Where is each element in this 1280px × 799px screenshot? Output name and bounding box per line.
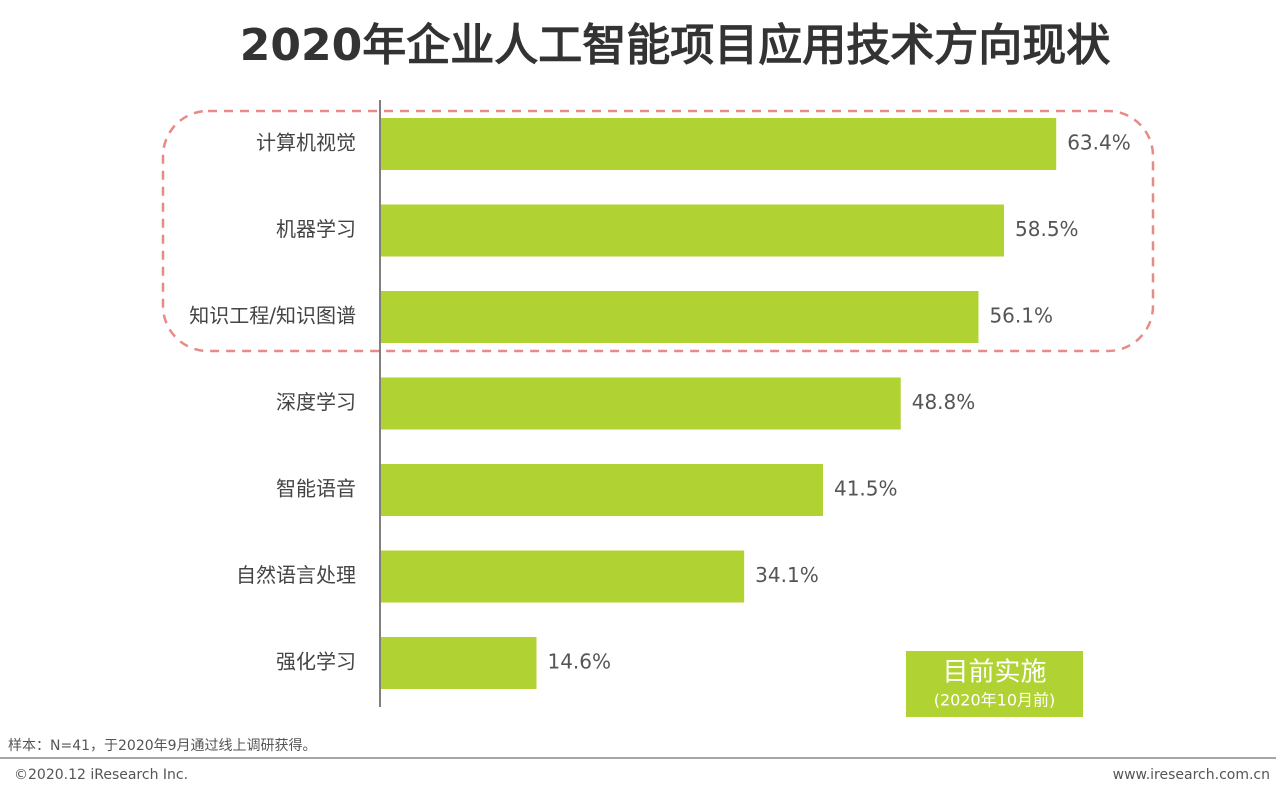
y-tick-label: 计算机视觉 — [256, 131, 356, 155]
value-label: 41.5% — [834, 477, 898, 501]
bar — [381, 118, 1057, 170]
value-label: 63.4% — [1067, 131, 1131, 155]
sample-note: 样本：N=41，于2020年9月通过线上调研获得。 — [8, 737, 317, 754]
y-tick-label: 自然语言处理 — [236, 563, 356, 587]
legend-label: 目前实施 — [942, 658, 1046, 688]
bar — [381, 464, 823, 516]
y-tick-label: 强化学习 — [276, 650, 356, 674]
y-tick-label: 深度学习 — [276, 390, 356, 414]
y-tick-label: 智能语音 — [276, 477, 356, 501]
bar — [381, 204, 1005, 257]
bar — [381, 550, 745, 603]
bar — [381, 377, 901, 430]
bar — [381, 637, 537, 689]
copyright: ©2020.12 iResearch Inc. — [14, 767, 188, 783]
bar — [381, 291, 979, 343]
value-label: 56.1% — [989, 304, 1053, 328]
value-label: 58.5% — [1015, 217, 1079, 241]
y-tick-label: 知识工程/知识图谱 — [189, 304, 356, 328]
legend: 目前实施 (2020年10月前) — [906, 651, 1083, 717]
chart-title: 2020年企业人工智能项目应用技术方向现状 — [240, 20, 1111, 71]
y-tick-label: 机器学习 — [276, 217, 356, 241]
highlight-box — [161, 109, 1155, 353]
legend-note: (2020年10月前) — [934, 691, 1056, 710]
value-label: 48.8% — [912, 390, 976, 414]
value-label: 34.1% — [755, 563, 819, 587]
website: www.iresearch.com.cn — [1113, 767, 1270, 783]
legend-swatch — [906, 651, 1083, 717]
value-label: 14.6% — [547, 650, 611, 674]
